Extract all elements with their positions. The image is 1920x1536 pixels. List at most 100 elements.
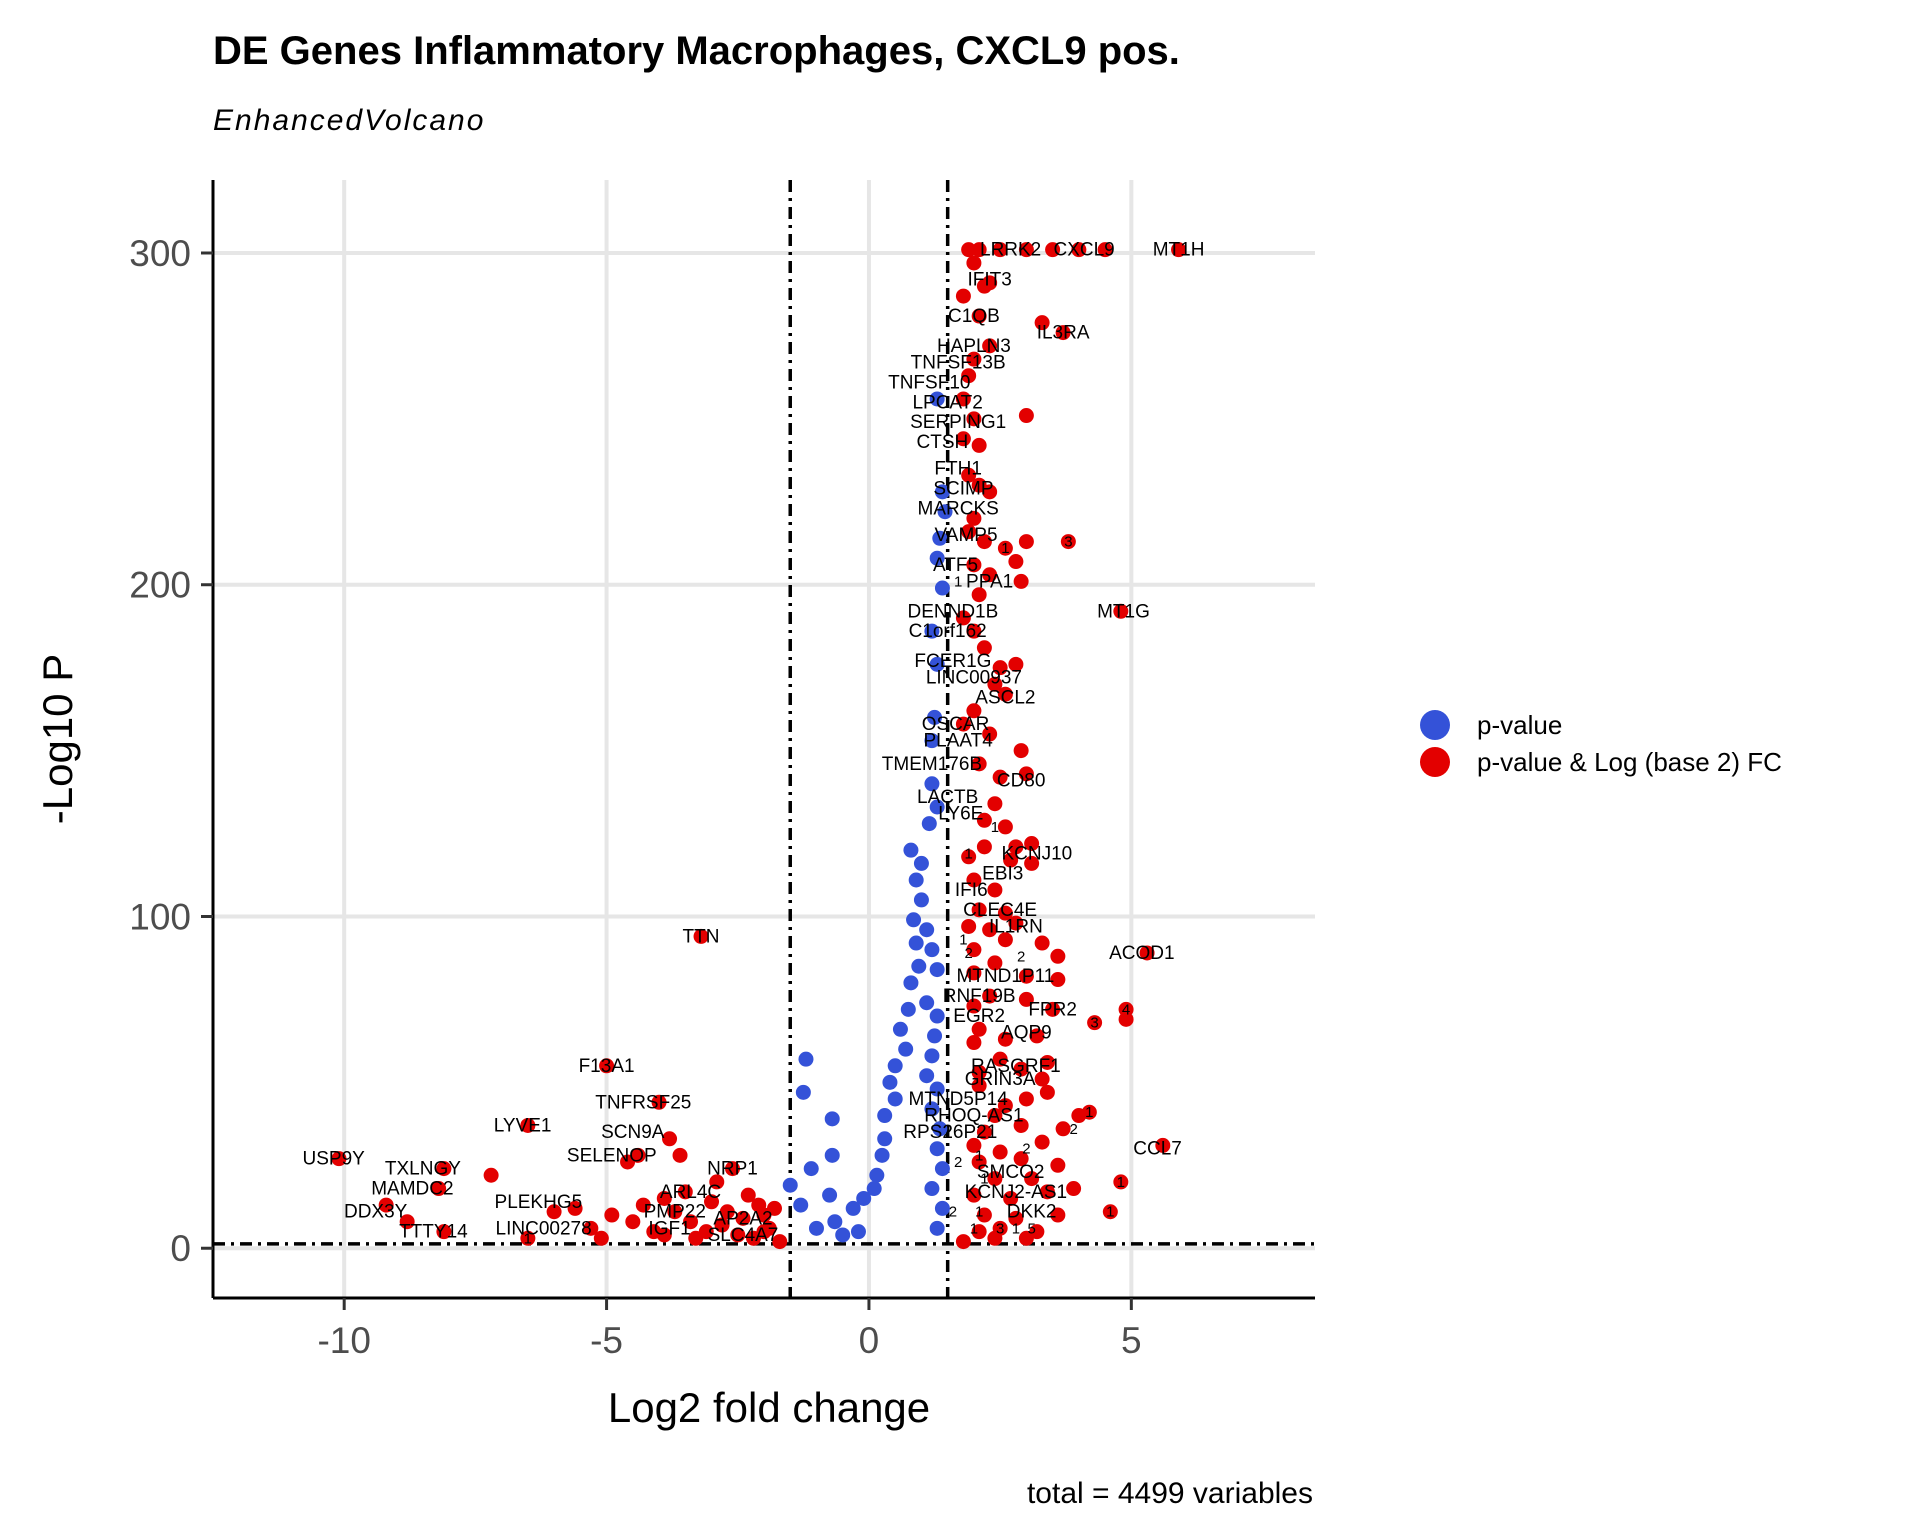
data-point bbox=[929, 962, 945, 978]
data-point bbox=[987, 1230, 1003, 1246]
data-point bbox=[982, 726, 998, 742]
data-point bbox=[714, 1217, 730, 1233]
data-point bbox=[593, 1230, 609, 1246]
data-point bbox=[1060, 534, 1076, 550]
gene-label: IL3RA bbox=[1037, 323, 1090, 344]
data-point bbox=[1018, 1230, 1034, 1246]
data-point bbox=[966, 703, 982, 719]
count-label: 3 bbox=[1064, 534, 1072, 551]
data-point bbox=[966, 998, 982, 1014]
data-point bbox=[683, 1214, 699, 1230]
gene-label: NRP1 bbox=[707, 1159, 758, 1180]
data-point bbox=[924, 733, 940, 749]
data-point bbox=[1087, 1015, 1103, 1031]
data-point bbox=[976, 640, 992, 656]
gene-label: CTSH bbox=[917, 432, 969, 453]
data-point bbox=[966, 872, 982, 888]
gene-label: RNF19B bbox=[943, 986, 1016, 1007]
data-point bbox=[1013, 1061, 1029, 1077]
data-point bbox=[908, 872, 924, 888]
data-point bbox=[1045, 1001, 1061, 1017]
data-point bbox=[719, 1204, 735, 1220]
gene-label: SERPING1 bbox=[910, 412, 1006, 433]
data-point bbox=[827, 1214, 843, 1230]
data-point bbox=[1008, 554, 1024, 570]
y-tick-label: 100 bbox=[129, 896, 191, 937]
data-point bbox=[625, 1214, 641, 1230]
data-point bbox=[1045, 242, 1061, 258]
data-point bbox=[1018, 408, 1034, 424]
gene-label: FPR2 bbox=[1028, 999, 1077, 1020]
data-point bbox=[971, 756, 987, 772]
data-point bbox=[971, 242, 987, 258]
data-point bbox=[997, 686, 1013, 702]
data-point bbox=[987, 796, 1003, 812]
data-point bbox=[924, 623, 940, 639]
data-point bbox=[955, 610, 971, 626]
gene-label: ARL4C bbox=[660, 1182, 721, 1203]
data-point bbox=[850, 1224, 866, 1240]
data-point bbox=[1013, 1151, 1029, 1167]
data-point bbox=[971, 1224, 987, 1240]
gene-label: SMCO2 bbox=[977, 1162, 1045, 1183]
count-label: 1 bbox=[524, 1230, 532, 1247]
gene-label: SCN9A bbox=[601, 1122, 665, 1143]
gene-label: GRIN3A bbox=[965, 1069, 1036, 1090]
data-point bbox=[874, 1147, 890, 1163]
data-point bbox=[997, 932, 1013, 948]
data-point bbox=[927, 709, 943, 725]
data-point bbox=[1071, 1108, 1087, 1124]
gene-label: CCL7 bbox=[1133, 1139, 1182, 1160]
data-point bbox=[997, 1031, 1013, 1047]
data-point bbox=[599, 1058, 615, 1074]
data-point bbox=[929, 1081, 945, 1097]
data-point bbox=[966, 1035, 982, 1051]
gene-label: EBI3 bbox=[982, 863, 1023, 884]
gene-label: PLAAT4 bbox=[923, 731, 993, 752]
data-point bbox=[955, 1234, 971, 1250]
data-point bbox=[1066, 1181, 1082, 1197]
y-axis-title: -Log10 P bbox=[34, 654, 81, 824]
gene-label: FCER1G bbox=[914, 651, 991, 672]
data-point bbox=[961, 849, 977, 865]
data-point bbox=[1155, 1137, 1171, 1153]
data-point bbox=[604, 1207, 620, 1223]
data-point bbox=[835, 1227, 851, 1243]
gene-label: ATF5 bbox=[933, 555, 978, 576]
gene-label: CLEC4E bbox=[963, 900, 1037, 921]
legend-key-pvalue_fc bbox=[1420, 747, 1450, 777]
count-label: 2 bbox=[1017, 948, 1025, 965]
x-axis-title: Log2 fold change bbox=[608, 1384, 930, 1431]
count-label: 3 bbox=[996, 1220, 1004, 1237]
gene-labels: LRRK2 CXCL9 MT1HIFIT3C1QBIL3RAHAPLN3TNFSF1… bbox=[303, 240, 1205, 1248]
data-point bbox=[808, 1220, 824, 1236]
data-point bbox=[971, 902, 987, 918]
data-point bbox=[1071, 242, 1087, 258]
data-point bbox=[971, 1078, 987, 1094]
data-point bbox=[1034, 1071, 1050, 1087]
data-point bbox=[1013, 573, 1029, 589]
chart-subtitle: EnhancedVolcano bbox=[213, 104, 485, 137]
data-point bbox=[929, 1141, 945, 1157]
x-tick-label: -10 bbox=[317, 1320, 370, 1361]
data-point bbox=[431, 1181, 447, 1197]
data-point bbox=[1024, 836, 1040, 852]
data-point bbox=[399, 1214, 415, 1230]
data-point bbox=[987, 676, 1003, 692]
data-point bbox=[651, 1094, 667, 1110]
data-points bbox=[331, 242, 1187, 1250]
data-point bbox=[677, 1184, 693, 1200]
data-point bbox=[882, 1074, 898, 1090]
data-point bbox=[992, 769, 1008, 785]
gene-label: SCIMP bbox=[933, 479, 993, 500]
gene-label: DENND1B bbox=[908, 601, 999, 622]
gene-label: MARCKS bbox=[918, 498, 999, 519]
gene-label: C1orf162 bbox=[909, 621, 987, 642]
data-point bbox=[1018, 968, 1034, 984]
data-point bbox=[672, 1147, 688, 1163]
data-point bbox=[709, 1174, 725, 1190]
gene-label: MAMDC2 bbox=[371, 1179, 453, 1200]
data-point bbox=[966, 255, 982, 271]
data-point bbox=[1050, 948, 1066, 964]
